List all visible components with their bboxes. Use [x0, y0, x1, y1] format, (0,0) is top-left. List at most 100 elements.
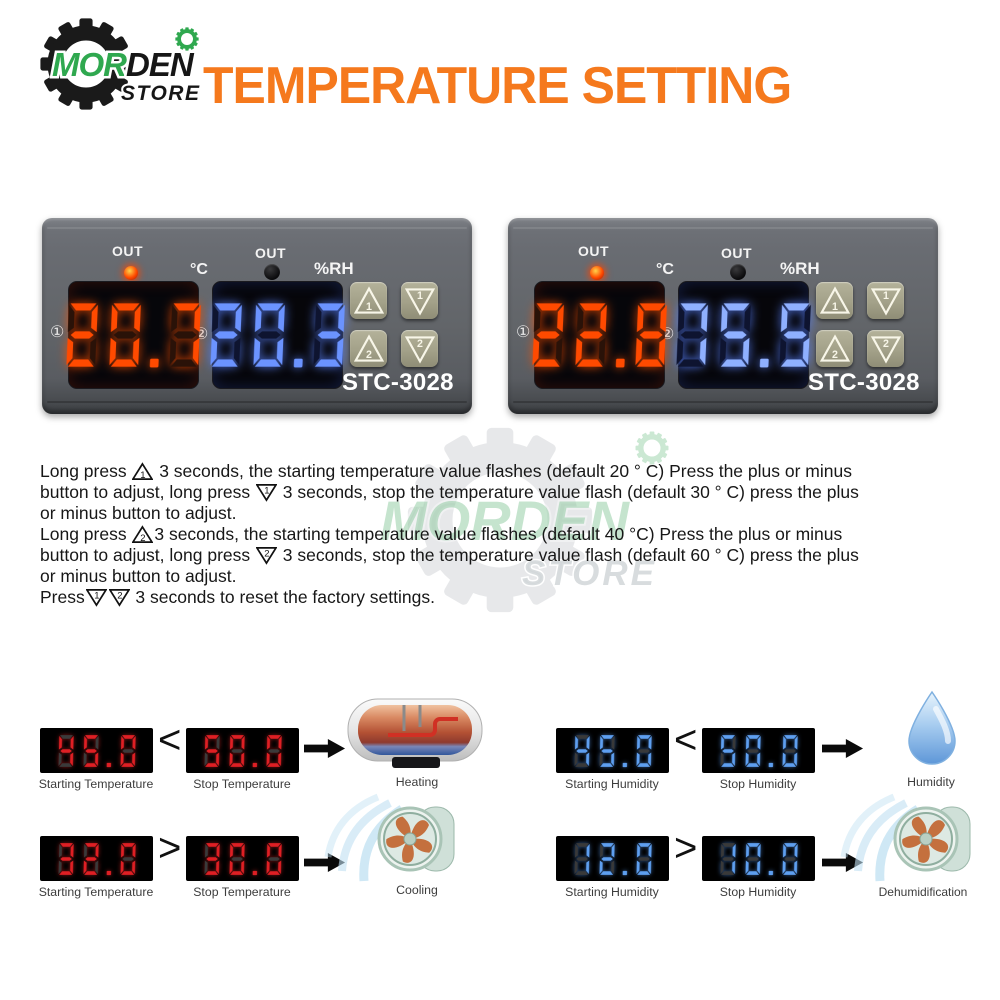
- display-label: Stop Humidity: [719, 777, 797, 791]
- seven-segment-digit: [229, 734, 245, 767]
- model-number: STC-3028: [342, 369, 454, 396]
- svg-text:2: 2: [832, 348, 838, 360]
- comparator: <: [674, 718, 698, 762]
- seven-segment-digit: [265, 734, 281, 767]
- temperature-display: [66, 281, 201, 389]
- set-down-2-button[interactable]: 2: [401, 330, 438, 367]
- controller-device-2: OUT °C OUT %RH ① ② 1 1 2 2 STC-3028: [508, 218, 938, 414]
- seven-segment-digit: [58, 734, 74, 767]
- seven-segment-digit: [204, 842, 220, 875]
- seven-segment-digit: [265, 842, 281, 875]
- rh-label: %RH: [314, 259, 354, 278]
- svg-text:1: 1: [883, 290, 889, 302]
- seven-segment-digit: [532, 303, 564, 367]
- stop-temperature-value: [201, 733, 284, 769]
- start-humidity-display: [556, 836, 669, 881]
- dehumidification-flow: Starting Humidity > Stop Humidity: [556, 793, 1000, 908]
- decimal-point: [149, 358, 159, 368]
- instruction-line: Long press 1 3 seconds, the starting tem…: [40, 461, 852, 481]
- result-label: Cooling: [396, 883, 438, 897]
- seven-segment-digit: [313, 303, 345, 367]
- seven-segment-digit: [119, 734, 135, 767]
- display-label: Starting Temperature: [38, 885, 154, 899]
- display-label: Starting Humidity: [565, 885, 659, 899]
- seven-segment-digit: [210, 303, 242, 367]
- seven-segment-digit: [599, 734, 615, 767]
- dehumidifier-fan-icon: [840, 793, 971, 882]
- set-down-1-button[interactable]: 1: [867, 282, 904, 319]
- temperature-value: [60, 299, 206, 371]
- seven-segment-digit: [204, 734, 220, 767]
- set-up-1-button[interactable]: 1: [350, 282, 387, 319]
- set-down-1-button[interactable]: 1: [401, 282, 438, 319]
- seven-segment-digit: [58, 842, 74, 875]
- start-humidity-value: [571, 841, 654, 877]
- decimal-point: [759, 358, 769, 368]
- decimal-point: [293, 358, 303, 368]
- stop-humidity-display: [702, 728, 815, 773]
- stop-humidity-value: [717, 841, 800, 877]
- morden-store-logo: MORDEN STORE: [22, 10, 201, 118]
- display-label: Stop Temperature: [193, 777, 291, 791]
- output-led-off-icon: [730, 264, 746, 280]
- seven-segment-digit: [781, 734, 797, 767]
- out-label-right: OUT: [255, 245, 287, 261]
- set-down-2-button[interactable]: 2: [867, 330, 904, 367]
- right-arrow-icon: [304, 738, 346, 759]
- decimal-point: [252, 870, 257, 875]
- seven-segment-digit: [66, 303, 98, 367]
- channel-1-mark: ①: [516, 324, 531, 341]
- temperature-cooling-flow: Starting Temperature > Stop Temperature: [39, 793, 520, 908]
- set-up-2-button[interactable]: 2: [350, 330, 387, 367]
- comparator: >: [674, 826, 698, 870]
- seven-segment-digit: [779, 303, 811, 367]
- display-label: Starting Temperature: [38, 777, 154, 791]
- humidity-flow: Starting Humidity < Stop Humidity Humidi…: [556, 690, 1000, 800]
- set-up-1-button[interactable]: 1: [816, 282, 853, 319]
- start-humidity-display: [556, 728, 669, 773]
- humidity-display: [210, 281, 345, 389]
- svg-text:1: 1: [94, 590, 99, 601]
- seven-segment-digit: [745, 842, 761, 875]
- instruction-line: Press 1 2 3 seconds to reset the factory s…: [40, 587, 435, 607]
- controller-device-1: OUT °C OUT %RH ① ② 1 1 2 2 STC-3028: [42, 218, 472, 414]
- page-title: TEMPERATURE SETTING: [203, 57, 792, 115]
- right-arrow-icon: [822, 738, 864, 759]
- seven-segment-digit: [720, 842, 736, 875]
- output-led-on-icon: [124, 266, 138, 280]
- display-label: Stop Humidity: [719, 885, 797, 899]
- seven-segment-digit: [635, 303, 667, 367]
- up-triangle-2-icon: 2: [131, 525, 154, 544]
- seven-segment-digit: [599, 842, 615, 875]
- output-led-on-icon: [590, 266, 604, 280]
- result-label: Heating: [395, 775, 439, 789]
- seven-segment-digit: [575, 303, 608, 367]
- celsius-label: °C: [190, 261, 208, 278]
- instruction-line: or minus button to adjust.: [40, 566, 237, 586]
- decimal-point: [615, 358, 625, 368]
- seven-segment-digit: [229, 842, 245, 875]
- set-up-2-button[interactable]: 2: [816, 330, 853, 367]
- stop-humidity-value: [717, 733, 800, 769]
- temperature-display: [532, 281, 667, 389]
- svg-text:2: 2: [264, 548, 269, 559]
- seven-segment-digit: [574, 842, 590, 875]
- output-led-off-icon: [264, 264, 280, 280]
- model-number: STC-3028: [808, 369, 920, 396]
- instruction-line: button to adjust, long press 2 3 seconds…: [40, 545, 859, 565]
- up-triangle-1-icon: 1: [131, 462, 154, 481]
- seven-segment-digit: [169, 303, 201, 367]
- svg-text:1: 1: [366, 300, 372, 312]
- svg-text:2: 2: [883, 338, 889, 350]
- seven-segment-digit: [635, 842, 651, 875]
- comparator: <: [158, 718, 182, 762]
- svg-text:1: 1: [264, 485, 269, 496]
- logo-store-text: STORE: [121, 82, 200, 105]
- rh-label: %RH: [780, 259, 820, 278]
- seven-segment-digit: [719, 303, 752, 367]
- display-label: Stop Temperature: [193, 885, 291, 899]
- instruction-line: or minus button to adjust.: [40, 503, 237, 523]
- svg-text:1: 1: [832, 300, 838, 312]
